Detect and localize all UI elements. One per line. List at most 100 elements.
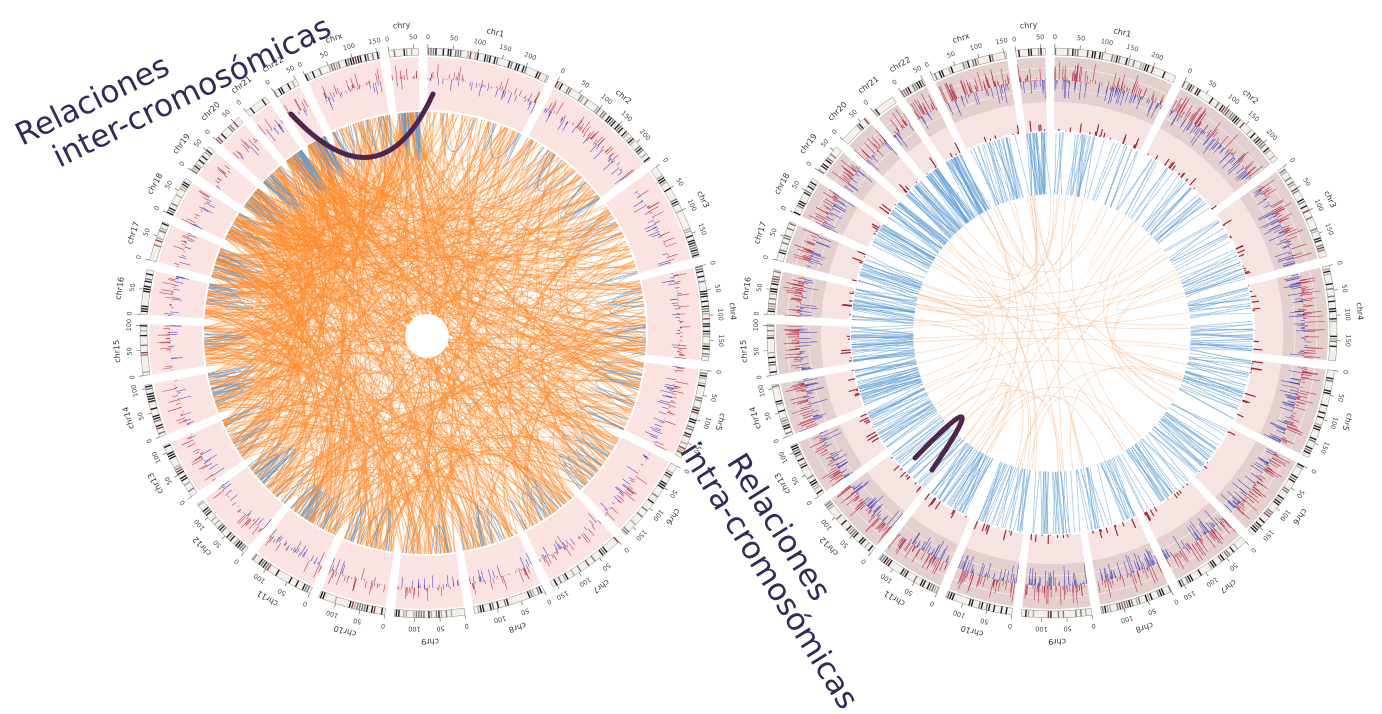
signal-spike: [187, 239, 194, 243]
signal-spike: [1084, 70, 1087, 83]
cytoband: [155, 239, 163, 243]
signal-spike: [1094, 80, 1096, 84]
tick-label: 50: [580, 79, 591, 90]
intra-link: [370, 507, 390, 551]
signal-spike: [186, 218, 196, 223]
cytoband: [423, 610, 425, 618]
signal-spike: [1110, 86, 1112, 90]
signal-spike: [202, 207, 213, 214]
intra-link: [229, 416, 274, 444]
cytoband: [1137, 597, 1141, 605]
signal-spike: [477, 569, 482, 582]
peak: [1134, 142, 1138, 149]
signal-spike: [1263, 188, 1272, 195]
signal-spike: [1234, 505, 1237, 508]
intra-link: [431, 525, 450, 554]
signal-spike: [1302, 299, 1312, 302]
signal-spike: [581, 534, 589, 544]
cytoband: [167, 453, 175, 458]
signal-spike: [666, 388, 674, 391]
cytoband: [593, 106, 599, 113]
signal-spike: [1187, 122, 1193, 131]
cytoband: [980, 602, 984, 610]
signal-spike: [591, 525, 596, 530]
signal-spike: [253, 138, 257, 142]
cytoband: [700, 295, 708, 298]
signal-spike: [618, 492, 623, 495]
signal-spike: [677, 293, 690, 297]
inter-link: [212, 391, 572, 500]
signal-spike: [278, 124, 285, 133]
signal-spike: [182, 419, 186, 422]
signal-spike: [604, 148, 609, 153]
signal-spike: [649, 206, 659, 212]
cytoband: [1322, 267, 1330, 271]
cytoband: [348, 600, 352, 608]
tick-mark: [544, 591, 547, 596]
cytoband: [1276, 496, 1283, 502]
cytoband: [570, 569, 576, 576]
signal-spike: [1135, 85, 1139, 95]
signal-spike: [285, 547, 289, 552]
signal-spike: [623, 492, 635, 502]
cytoband: [1305, 445, 1313, 450]
signal-spike: [1247, 493, 1252, 498]
cytoband: [615, 125, 622, 132]
signal-spike: [174, 284, 179, 287]
signal-spike: [604, 513, 607, 516]
cytoband: [1304, 447, 1312, 452]
peak: [1185, 178, 1189, 182]
cytoband: [306, 73, 311, 81]
signal-spike: [634, 191, 638, 194]
cytoband: [702, 343, 710, 345]
intra-link: [245, 200, 278, 225]
signal-spike: [1107, 87, 1113, 105]
cytoband: [1284, 176, 1292, 182]
signal-spike: [343, 575, 347, 582]
intra-link: [611, 327, 647, 333]
tick-label: 50: [128, 283, 137, 292]
cytoband: [1207, 562, 1213, 570]
inter-link: [259, 173, 304, 481]
signal-spike: [1195, 540, 1207, 556]
signal-spike: [194, 223, 197, 226]
chromosome-label: chr10: [960, 624, 984, 639]
tick-mark: [557, 77, 560, 81]
cytoband: [970, 599, 974, 607]
intra-link: [535, 479, 565, 515]
cytoband: [689, 246, 697, 250]
inter-link: [287, 159, 618, 235]
signal-spike: [1291, 415, 1295, 418]
cytoband: [1079, 609, 1082, 617]
cytoband: [584, 559, 590, 567]
cytoband: [1329, 338, 1337, 340]
signal-spike: [162, 282, 175, 286]
signal-spike: [399, 70, 402, 80]
signal-spike: [181, 235, 189, 239]
inter-link: [268, 175, 646, 355]
signal-spike: [1160, 99, 1164, 105]
signal-spike: [205, 202, 215, 209]
signal-spike: [525, 552, 532, 565]
cytoband: [1186, 575, 1192, 583]
signal-spike: [502, 90, 504, 94]
intra-link: [477, 499, 504, 547]
signal-spike: [170, 311, 179, 313]
tick-mark: [350, 53, 353, 58]
cytoband: [577, 94, 583, 102]
chromosome-gap: [272, 99, 307, 149]
signal-spike: [1279, 222, 1282, 224]
cytoband: [1123, 601, 1127, 609]
tick-mark: [1291, 487, 1295, 491]
cytoband: [702, 318, 710, 320]
chromosome-label: chry: [392, 20, 410, 30]
signal-spike: [285, 547, 288, 550]
cytoband: [395, 609, 398, 617]
cytoband: [380, 607, 384, 615]
signal-spike: [1270, 460, 1272, 462]
signal-spike: [217, 168, 226, 176]
inter-link: [275, 169, 633, 276]
signal-spike: [1145, 555, 1151, 567]
